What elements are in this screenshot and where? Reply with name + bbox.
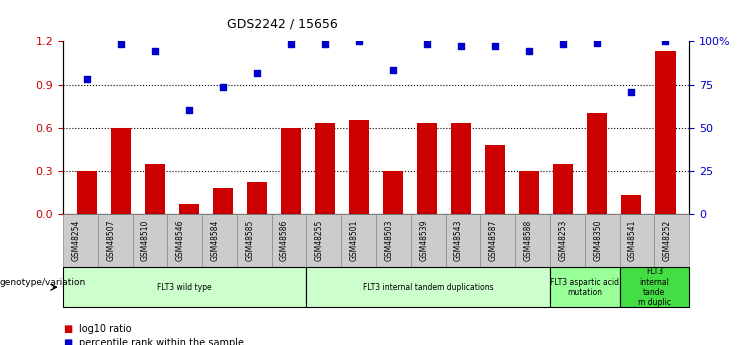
Point (217, 85, 229, 90)
Point (251, 70, 263, 76)
Text: GSM48252: GSM48252 (662, 220, 672, 261)
Text: FLT3
internal
tande
m duplic: FLT3 internal tande m duplic (638, 267, 671, 307)
Text: GSM48586: GSM48586 (280, 220, 289, 261)
Bar (485, 145, 505, 214)
Point (81, 76, 93, 81)
Bar (587, 113, 608, 214)
Point (183, 108, 195, 113)
Text: FLT3 internal tandem duplications: FLT3 internal tandem duplications (363, 283, 494, 292)
Text: GSM48588: GSM48588 (524, 220, 533, 261)
Point (387, 67, 399, 73)
Bar (519, 171, 539, 214)
Point (421, 41, 433, 47)
Bar (179, 204, 199, 214)
Text: GSM48350: GSM48350 (593, 220, 602, 262)
Bar (383, 171, 403, 214)
Bar (281, 128, 301, 214)
Text: GSM48539: GSM48539 (419, 220, 428, 262)
Bar (621, 195, 642, 214)
Point (115, 41, 127, 47)
Text: GSM48507: GSM48507 (106, 220, 115, 262)
Text: GSM48541: GSM48541 (628, 220, 637, 261)
Point (659, 39, 671, 44)
Bar (247, 182, 268, 214)
Bar (315, 123, 335, 214)
Bar (553, 164, 574, 214)
Point (523, 49, 535, 54)
Text: percentile rank within the sample: percentile rank within the sample (79, 338, 245, 345)
Bar (655, 51, 676, 214)
Text: GSM48503: GSM48503 (385, 220, 393, 262)
Bar (349, 120, 369, 214)
Text: log10 ratio: log10 ratio (79, 325, 132, 334)
Text: ■: ■ (63, 325, 72, 334)
Text: ■: ■ (63, 338, 72, 345)
Text: GSM48510: GSM48510 (141, 220, 150, 261)
Text: GSM48255: GSM48255 (315, 220, 324, 261)
Text: FLT3 wild type: FLT3 wild type (157, 283, 212, 292)
Point (455, 43, 467, 48)
Bar (144, 164, 165, 214)
Text: GSM48584: GSM48584 (210, 220, 219, 261)
Bar (417, 123, 437, 214)
Bar (110, 128, 131, 214)
Text: GSM48501: GSM48501 (350, 220, 359, 261)
Text: GSM48587: GSM48587 (489, 220, 498, 261)
Bar (213, 188, 233, 214)
Point (149, 49, 161, 54)
Text: GSM48254: GSM48254 (71, 220, 80, 261)
Bar (451, 123, 471, 214)
Text: FLT3 aspartic acid
mutation: FLT3 aspartic acid mutation (551, 277, 619, 297)
Text: GSM48585: GSM48585 (245, 220, 254, 261)
Text: GSM48543: GSM48543 (454, 220, 463, 262)
Text: GSM48253: GSM48253 (559, 220, 568, 261)
Text: GSM48546: GSM48546 (176, 220, 185, 262)
Point (625, 89, 637, 95)
Text: genotype/variation: genotype/variation (0, 277, 86, 287)
Point (591, 40, 603, 46)
Point (353, 39, 365, 44)
Bar (76, 171, 97, 214)
Text: GDS2242 / 15656: GDS2242 / 15656 (227, 17, 337, 30)
Point (489, 43, 501, 48)
Point (319, 41, 331, 47)
Point (285, 41, 297, 47)
Point (557, 41, 569, 47)
